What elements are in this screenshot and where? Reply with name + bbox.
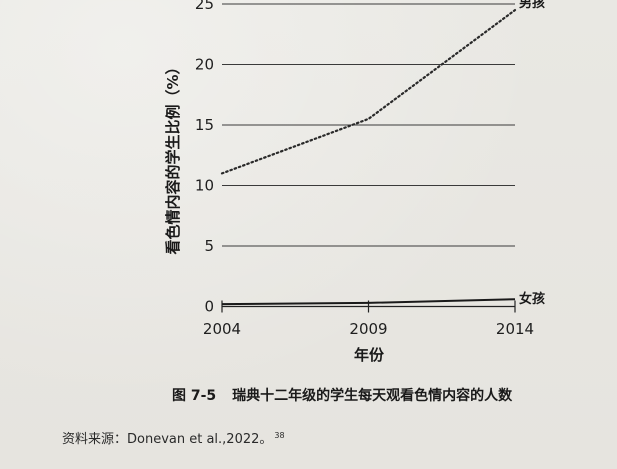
y-tick-label-0: 0 (204, 298, 214, 316)
series-label-girls: 女孩 (519, 291, 545, 307)
figure-caption-text: 瑞典十二年级的学生每天观看色情内容的人数 (232, 388, 513, 404)
y-tick-label-10: 10 (195, 177, 214, 195)
y-tick-label-25: 25 (195, 0, 214, 13)
source-note: 资料来源：Donevan et al.,2022。 38 (62, 428, 285, 447)
x-tick-label-2014: 2014 (496, 320, 534, 338)
y-axis-title: 看色情内容的学生比例（%） (164, 59, 182, 254)
y-tick-label-20: 20 (195, 56, 214, 74)
figure-caption: 图 7-5 瑞典十二年级的学生每天观看色情内容的人数 (172, 385, 512, 405)
source-ref: 38 (274, 430, 285, 440)
y-tick-label-5: 5 (204, 237, 214, 255)
series-line-boys (220, 9, 517, 175)
y-tick-label-15: 15 (195, 116, 214, 134)
figure-number: 图 7-5 (172, 388, 217, 404)
x-tick-label-2009: 2009 (349, 320, 387, 338)
series-label-boys: 男孩 (519, 0, 545, 11)
x-axis-title: 年份 (354, 346, 385, 364)
series-line-girls (221, 298, 516, 306)
x-tick-label-2004: 2004 (203, 320, 241, 338)
source-text: 资料来源：Donevan et al.,2022。 (62, 432, 273, 447)
